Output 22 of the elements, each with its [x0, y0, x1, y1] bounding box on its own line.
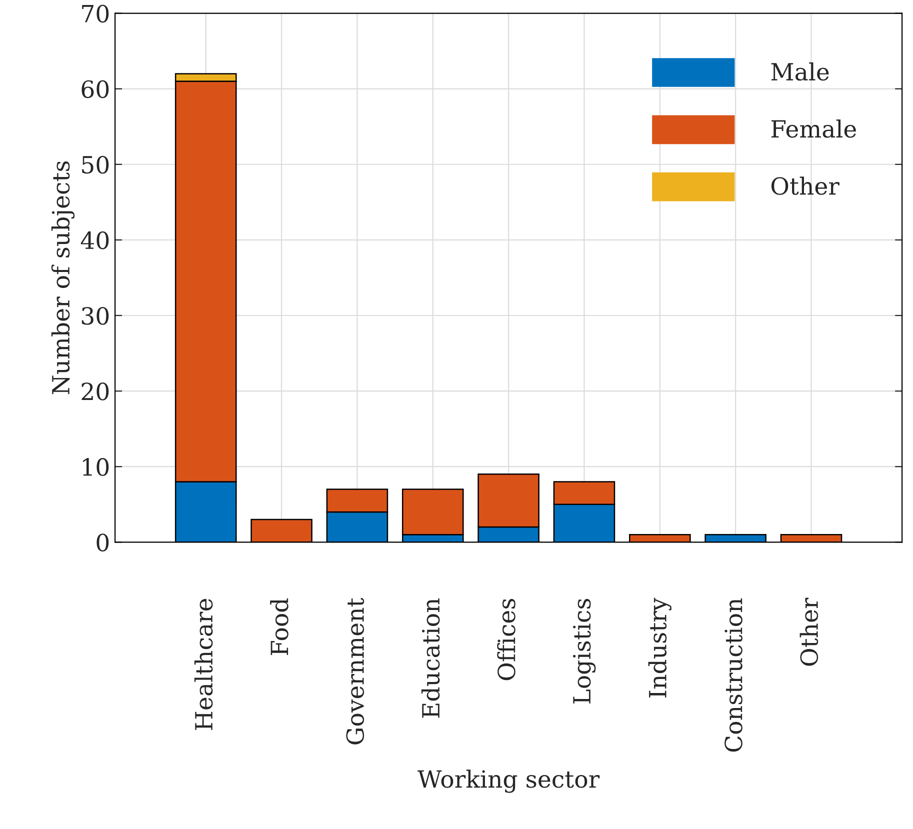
- y-axis-title: Number of subjects: [51, 161, 75, 394]
- x-tick-label: Construction: [724, 598, 742, 752]
- legend-label: Female: [771, 120, 856, 138]
- y-tick-label: 50: [82, 156, 109, 174]
- x-axis-title: Working sector: [418, 770, 600, 793]
- y-tick-label: 70: [82, 4, 109, 23]
- y-tick-label: 20: [82, 382, 109, 400]
- x-tick-label: Offices: [497, 598, 516, 680]
- y-tick-label: 10: [83, 458, 109, 476]
- y-tick-label: 30: [82, 306, 109, 325]
- x-tick-label: Healthcare: [194, 598, 213, 730]
- x-tick-label: Food: [270, 598, 288, 656]
- legend-label: Male: [771, 62, 829, 81]
- x-tick-label: Education: [421, 598, 440, 718]
- x-tick-label: Other: [800, 598, 818, 666]
- x-tick-label: Government: [346, 598, 364, 744]
- y-tick-label: 0: [96, 534, 109, 552]
- y-tick-label: 40: [80, 231, 109, 250]
- x-tick-label: Logistics: [573, 598, 596, 704]
- y-tick-label: 60: [82, 80, 109, 98]
- legend-label: Other: [771, 176, 840, 195]
- x-tick-label: Industry: [648, 598, 672, 698]
